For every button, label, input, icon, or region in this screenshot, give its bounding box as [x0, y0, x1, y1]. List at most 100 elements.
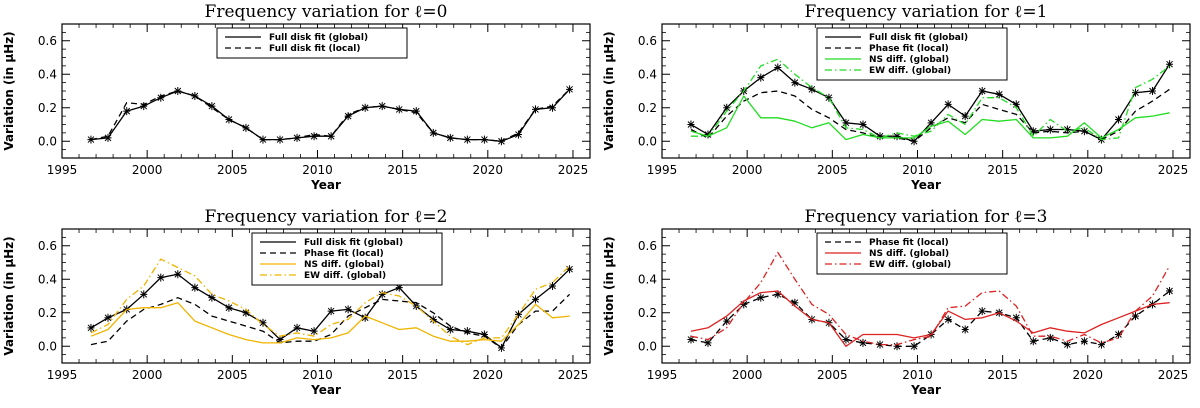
- data-point-marker: [310, 132, 318, 141]
- y-tick-label: 0.6: [38, 239, 57, 253]
- data-point-marker: [549, 103, 557, 112]
- data-point-marker: [859, 120, 867, 129]
- chart-title: Frequency variation for ℓ=1: [805, 2, 1048, 22]
- data-point-marker: [191, 92, 199, 101]
- data-point-marker: [876, 340, 884, 349]
- legend-label: Phase fit (local): [869, 238, 949, 248]
- data-point-marker: [910, 342, 918, 351]
- data-point-marker: [514, 130, 522, 139]
- data-point-marker: [995, 90, 1003, 99]
- x-tick-label: 1995: [47, 368, 78, 382]
- x-tick-label: 2010: [302, 368, 333, 382]
- y-axis-label: Variation (in μHz): [2, 236, 16, 355]
- chart-panel-2: Frequency variation for ℓ=2 1995 2000 2005 2…: [2, 207, 591, 397]
- data-point-marker: [893, 132, 901, 141]
- data-point-marker: [310, 327, 318, 336]
- x-tick-label: 2025: [1158, 368, 1189, 382]
- data-point-marker: [1029, 127, 1037, 136]
- x-tick-label: 2000: [732, 368, 763, 382]
- data-point-marker: [825, 93, 833, 102]
- data-point-marker: [208, 102, 216, 111]
- data-point-marker: [893, 342, 901, 351]
- data-point-marker: [395, 105, 403, 114]
- data-point-marker: [1132, 312, 1139, 321]
- data-point-marker: [723, 103, 731, 112]
- y-tick-label: 0.2: [38, 101, 57, 115]
- data-point-marker: [157, 273, 165, 282]
- data-point-marker: [259, 318, 267, 327]
- data-point-marker: [566, 265, 574, 274]
- data-point-marker: [549, 281, 557, 290]
- series-line-2: [90, 302, 570, 344]
- series-line-2: [690, 251, 1171, 346]
- data-point-marker: [157, 93, 165, 102]
- y-tick-label: 0.0: [38, 339, 57, 353]
- data-point-marker: [104, 133, 112, 142]
- y-axis-label: Variation (in μHz): [602, 31, 616, 150]
- y-tick-label: 0.0: [638, 339, 657, 353]
- x-tick-label: 1995: [47, 163, 78, 177]
- data-point-marker: [978, 87, 986, 95]
- x-tick-label: 2015: [987, 163, 1018, 177]
- data-point-marker: [531, 295, 539, 304]
- data-point-marker: [480, 330, 488, 339]
- y-tick-label: 0.6: [638, 239, 657, 253]
- data-point-marker: [1012, 313, 1020, 322]
- x-axis-label: Year: [910, 178, 941, 192]
- legend-label: Full disk fit (global): [869, 33, 968, 43]
- data-point-marker: [174, 87, 182, 95]
- data-point-marker: [1166, 286, 1174, 295]
- x-tick-label: 2010: [902, 368, 933, 382]
- data-point-marker: [429, 315, 437, 324]
- y-tick-label: 0.6: [38, 34, 57, 48]
- data-point-marker: [276, 335, 284, 344]
- legend-label: Phase fit (local): [869, 44, 949, 54]
- y-tick-label: 0.2: [38, 306, 57, 320]
- legend: Phase fit (local)NS diff. (global)EW dif…: [816, 232, 1008, 275]
- chart-panel-3: Frequency variation for ℓ=3 1995 2000 2005 2…: [602, 207, 1191, 397]
- y-tick-label: 0.4: [638, 67, 657, 81]
- data-point-marker: [1046, 333, 1054, 342]
- data-point-marker: [774, 63, 782, 72]
- data-point-marker: [1149, 87, 1157, 95]
- data-point-marker: [1097, 340, 1105, 349]
- data-point-marker: [704, 130, 712, 139]
- x-tick-label: 2010: [902, 163, 933, 177]
- data-point-marker: [208, 293, 216, 302]
- x-tick-label: 2000: [732, 163, 763, 177]
- legend: Full disk fit (global)Phase fit (local)N…: [816, 27, 1008, 81]
- y-tick-label: 0.2: [638, 101, 657, 115]
- x-tick-label: 2025: [1158, 163, 1189, 177]
- legend-label: NS diff. (global): [869, 249, 949, 259]
- x-tick-label: 2010: [302, 163, 333, 177]
- data-point-marker: [1029, 337, 1037, 346]
- y-axis-label: Variation (in μHz): [2, 31, 16, 150]
- data-point-marker: [859, 338, 867, 347]
- series-line-0: [90, 88, 571, 142]
- legend: Full disk fit (global)Full disk fit (loc…: [216, 27, 408, 59]
- data-point-marker: [87, 323, 95, 332]
- data-point-marker: [412, 107, 420, 116]
- data-point-marker: [842, 118, 850, 127]
- data-point-marker: [1166, 60, 1174, 69]
- x-tick-label: 1995: [647, 163, 678, 177]
- series-line-3: [90, 258, 571, 346]
- data-point-marker: [463, 327, 471, 336]
- x-tick-label: 1995: [647, 368, 678, 382]
- data-point-marker: [123, 107, 131, 116]
- data-point-marker: [191, 283, 199, 292]
- data-point-marker: [791, 78, 799, 87]
- data-point-marker: [842, 335, 850, 344]
- data-point-marker: [242, 123, 250, 132]
- legend-label: EW diff. (global): [869, 66, 951, 76]
- series-line-1: [90, 293, 571, 349]
- x-tick-label: 2025: [558, 368, 589, 382]
- data-point-marker: [225, 303, 233, 312]
- x-tick-label: 2000: [132, 368, 163, 382]
- y-tick-label: 0.6: [638, 34, 657, 48]
- y-axis-label: Variation (in μHz): [602, 236, 616, 355]
- data-point-marker: [876, 132, 884, 141]
- data-point-marker: [566, 85, 574, 94]
- x-tick-label: 2020: [1073, 163, 1104, 177]
